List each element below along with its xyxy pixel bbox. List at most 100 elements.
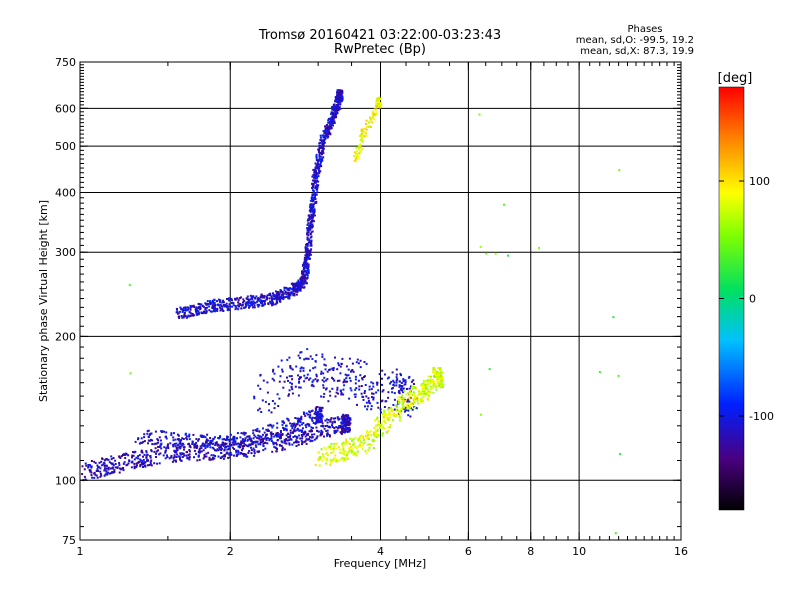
lower-x-trace-point bbox=[387, 426, 390, 429]
lower-o-band2-point bbox=[206, 433, 209, 436]
lower-scatter-cloud-point bbox=[311, 383, 314, 386]
lower-o-trace-point bbox=[300, 439, 303, 442]
f-layer-o-trace-point bbox=[318, 142, 321, 145]
f-layer-o-trace-point bbox=[311, 179, 314, 182]
lower-o-trace-point bbox=[321, 422, 324, 425]
f-layer-o-trace-point bbox=[204, 307, 207, 309]
f-layer-o-trace-point bbox=[333, 108, 336, 111]
lower-o-band2-point bbox=[318, 410, 321, 413]
lower-o-trace-point bbox=[120, 455, 123, 458]
f-layer-o-trace-point bbox=[341, 89, 344, 92]
f-layer-o-trace-point bbox=[314, 162, 317, 165]
lower-x-trace-point bbox=[366, 430, 369, 433]
f-layer-o-trace-point bbox=[322, 147, 325, 150]
f-layer-o-trace-point bbox=[288, 297, 291, 300]
lower-o-trace-point bbox=[142, 455, 144, 458]
f-layer-o-trace-point bbox=[328, 128, 331, 131]
lower-x-trace-point bbox=[339, 458, 342, 461]
lower-x-trace-point bbox=[381, 412, 384, 415]
lower-o-trace-point bbox=[83, 475, 86, 478]
lower-x-trace-point bbox=[351, 449, 354, 452]
lower-o-trace-point bbox=[233, 448, 236, 450]
lower-x-trace-point bbox=[422, 379, 425, 382]
lower-o-trace-point bbox=[251, 443, 254, 446]
lower-x-trace-point bbox=[398, 414, 401, 417]
lower-scatter-cloud-point bbox=[326, 370, 329, 373]
lower-o-trace-point bbox=[135, 466, 138, 469]
lower-x-trace-point bbox=[436, 370, 438, 373]
lower-o-trace-point bbox=[112, 471, 115, 474]
lower-x-trace-point bbox=[386, 431, 389, 434]
f-layer-o-trace-point bbox=[305, 249, 308, 252]
lower-x-trace-point bbox=[389, 416, 392, 419]
lower-o-trace-point bbox=[204, 447, 207, 450]
lower-o-trace-point bbox=[296, 427, 299, 430]
lower-o-trace-point bbox=[346, 431, 349, 433]
f-layer-o-trace-point bbox=[322, 149, 325, 152]
lower-scatter-cloud-point bbox=[309, 377, 312, 380]
lower-o-band2-point bbox=[244, 432, 247, 435]
f-layer-x-trace-point bbox=[365, 128, 368, 131]
lower-o-band2-point bbox=[299, 421, 302, 424]
f-layer-o-trace-point bbox=[319, 151, 322, 154]
lower-o-trace-point bbox=[295, 439, 298, 442]
lower-x-trace-point bbox=[376, 428, 379, 431]
lower-scatter-cloud-point bbox=[393, 398, 396, 401]
lower-o-trace-point bbox=[149, 463, 152, 465]
lower-o-trace-point bbox=[145, 450, 148, 453]
lower-scatter-cloud-point bbox=[316, 380, 319, 383]
lower-o-trace-point bbox=[348, 424, 351, 427]
lower-o-trace-point bbox=[212, 456, 214, 459]
f-layer-o-trace-point bbox=[187, 308, 189, 311]
f-layer-o-trace-point bbox=[228, 297, 230, 300]
lower-o-trace-point bbox=[341, 430, 344, 433]
lower-scatter-cloud-point bbox=[290, 367, 293, 370]
f-layer-x-trace-point bbox=[356, 153, 359, 156]
lower-o-trace-point bbox=[133, 451, 136, 454]
f-layer-x-trace-point bbox=[366, 126, 369, 128]
f-layer-o-trace-point bbox=[280, 297, 283, 300]
lower-o-band2-point bbox=[277, 433, 279, 436]
lower-scatter-cloud-point bbox=[412, 383, 415, 385]
lower-scatter-cloud-point bbox=[359, 366, 362, 369]
f-layer-o-trace-point bbox=[279, 299, 282, 302]
lower-o-band2-point bbox=[188, 435, 191, 438]
f-layer-o-trace-point bbox=[312, 197, 315, 200]
lower-x-trace-point bbox=[330, 443, 333, 445]
lower-o-trace-point bbox=[262, 449, 265, 452]
f-layer-x-trace-point bbox=[371, 110, 374, 113]
f-layer-o-trace-point bbox=[285, 293, 288, 296]
f-layer-o-trace-point bbox=[261, 295, 264, 298]
isolated-echoes-point bbox=[494, 252, 497, 255]
f-layer-o-trace-point bbox=[249, 294, 252, 297]
lower-scatter-cloud-point bbox=[385, 400, 388, 403]
lower-o-band2-point bbox=[267, 428, 270, 431]
lower-x-trace-point bbox=[402, 400, 405, 403]
f-layer-x-trace-point bbox=[358, 144, 360, 147]
lower-o-trace-point bbox=[132, 454, 135, 457]
lower-o-band2-point bbox=[287, 432, 289, 435]
lower-scatter-cloud-point bbox=[340, 392, 343, 394]
lower-x-trace-point bbox=[429, 385, 432, 388]
lower-o-band2-point bbox=[166, 444, 169, 447]
f-layer-o-trace-point bbox=[313, 211, 316, 214]
lower-o-trace-point bbox=[258, 450, 261, 453]
lower-o-trace-point bbox=[273, 446, 276, 449]
lower-o-trace-point bbox=[98, 466, 101, 469]
f-layer-x-trace-point bbox=[377, 100, 380, 103]
f-layer-o-trace-point bbox=[306, 219, 309, 222]
lower-o-trace-point bbox=[329, 418, 332, 421]
lower-o-trace-point bbox=[136, 464, 138, 467]
lower-o-band2-point bbox=[231, 446, 234, 449]
lower-x-trace-point bbox=[384, 422, 387, 425]
lower-scatter-cloud-point bbox=[370, 381, 373, 384]
lower-scatter-cloud-point bbox=[321, 355, 324, 358]
lower-o-trace-point bbox=[283, 448, 286, 451]
lower-scatter-cloud-point bbox=[367, 399, 370, 402]
lower-o-trace-point bbox=[334, 429, 337, 432]
lower-o-trace-point bbox=[315, 437, 318, 440]
lower-o-trace-point bbox=[308, 435, 311, 438]
lower-o-band2-point bbox=[305, 412, 308, 415]
lower-o-trace-point bbox=[336, 427, 339, 430]
lower-o-band2-point bbox=[297, 419, 299, 422]
